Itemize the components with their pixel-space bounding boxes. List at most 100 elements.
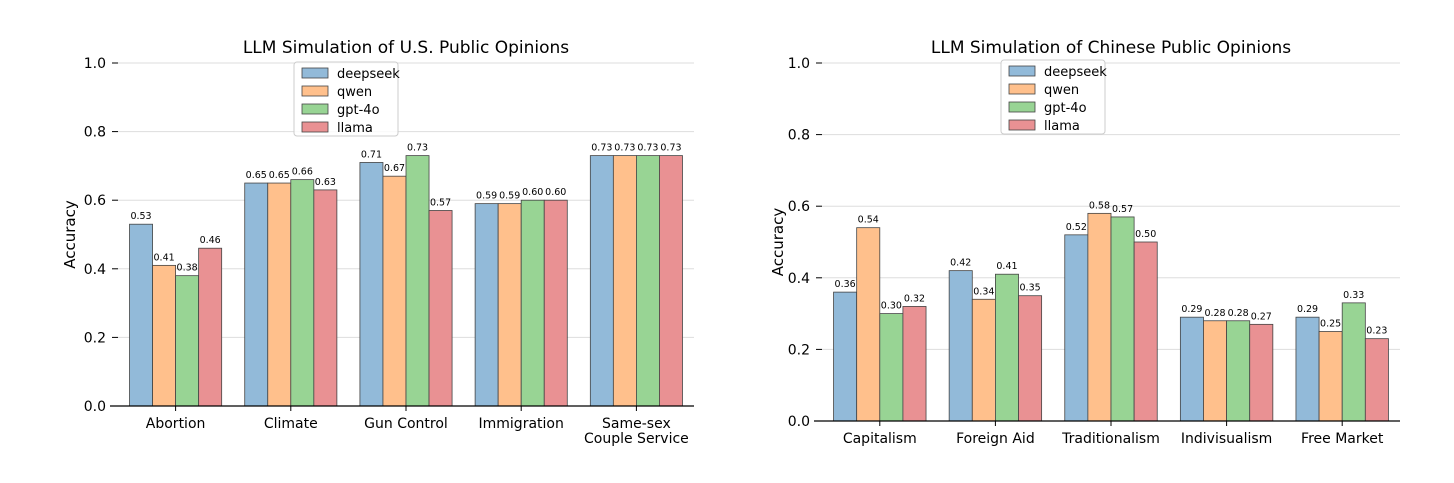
bar-gpt-4o <box>405 155 430 407</box>
bar-gpt-4o <box>879 313 904 422</box>
bar-llama <box>543 199 568 407</box>
data-label: 0.30 <box>881 301 902 312</box>
legend-swatch-deepseek <box>1008 65 1036 77</box>
y-axis-label: Accuracy <box>61 200 79 269</box>
data-label: 0.29 <box>1181 304 1202 315</box>
bar-deepseek <box>244 182 269 407</box>
bar-llama <box>1133 241 1158 422</box>
data-label: 0.53 <box>130 211 151 222</box>
data-label: 0.73 <box>637 143 658 154</box>
bar-llama <box>1364 338 1389 422</box>
legend-label: gpt-4o <box>337 103 380 118</box>
data-label: 0.73 <box>407 143 428 154</box>
x-tick-label: Capitalism <box>843 431 917 447</box>
x-tick-label: Indivisualism <box>1181 431 1272 447</box>
x-tick-label: Same-sex <box>602 416 671 432</box>
legend-label: qwen <box>1044 83 1079 98</box>
bar-llama <box>313 189 338 407</box>
bar-deepseek <box>474 203 499 407</box>
chart-title: LLM Simulation of Chinese Public Opinion… <box>931 38 1291 58</box>
x-tick-label: Couple Service <box>584 431 689 447</box>
legend-label: gpt-4o <box>1044 101 1087 116</box>
bar-deepseek <box>1179 316 1204 422</box>
data-label: 0.65 <box>269 170 290 181</box>
y-tick-label: 0.4 <box>788 271 810 287</box>
bar-deepseek <box>1064 234 1089 422</box>
chart-2: 0.00.20.40.60.81.00.360.420.520.29 0.290.… <box>769 38 1400 447</box>
bar-qwen <box>856 227 881 422</box>
bar-gpt-4o <box>520 199 545 407</box>
bar-qwen <box>971 298 996 422</box>
bar-gpt-4o <box>1110 216 1135 422</box>
data-label: 0.25 <box>1320 319 1341 330</box>
data-label: 0.34 <box>973 286 994 297</box>
bar-deepseek <box>1295 316 1320 422</box>
data-label: 0.41 <box>996 261 1017 272</box>
data-label: 0.57 <box>430 197 451 208</box>
data-label: 0.41 <box>154 252 175 263</box>
y-tick-label: 0.8 <box>84 125 106 141</box>
bar-gpt-4o <box>175 275 200 407</box>
legend: deepseek qwen gpt-4o llama <box>1000 59 1107 135</box>
data-label: 0.71 <box>361 149 382 160</box>
bar-qwen <box>1203 320 1227 422</box>
y-tick-label: 0.8 <box>788 128 810 144</box>
legend-label: deepseek <box>1044 65 1107 80</box>
data-label: 0.58 <box>1089 200 1110 211</box>
y-tick-label: 1.0 <box>788 56 810 72</box>
data-label: 0.27 <box>1251 311 1272 322</box>
data-label: 0.42 <box>950 258 971 269</box>
y-tick-label: 0.2 <box>84 330 106 346</box>
bar-llama <box>659 155 683 407</box>
chart-1: 0.00.20.40.60.81.00.530.650.710.590.730.… <box>61 38 694 447</box>
bar-qwen <box>382 175 407 407</box>
y-axis-label: Accuracy <box>769 208 787 277</box>
legend-label: qwen <box>337 85 372 100</box>
bar-llama <box>1249 323 1274 422</box>
data-label: 0.32 <box>904 293 925 304</box>
x-tick-label: Climate <box>264 416 318 432</box>
data-label: 0.59 <box>476 191 497 202</box>
bar-qwen <box>612 155 637 407</box>
x-tick-label: Abortion <box>146 416 206 432</box>
bar-deepseek <box>359 162 384 407</box>
legend-label: llama <box>337 121 373 136</box>
data-label: 0.33 <box>1343 290 1364 301</box>
bar-qwen <box>267 182 292 407</box>
data-label: 0.29 <box>1297 304 1318 315</box>
data-label: 0.28 <box>1204 308 1225 319</box>
bar-deepseek <box>129 223 153 407</box>
bar-gpt-4o <box>1341 302 1366 422</box>
data-label: 0.67 <box>384 163 405 174</box>
y-tick-label: 1.0 <box>84 56 106 72</box>
data-label: 0.35 <box>1020 283 1041 294</box>
legend-swatch-gpt-4o <box>301 103 329 115</box>
legend-frame <box>1000 59 1106 135</box>
data-label: 0.54 <box>858 215 879 226</box>
bar-qwen <box>1087 212 1112 422</box>
bar-qwen <box>497 203 522 407</box>
y-tick-label: 0.6 <box>788 199 810 215</box>
bar-gpt-4o <box>290 179 315 407</box>
data-label: 0.52 <box>1066 222 1087 233</box>
data-label: 0.66 <box>292 167 313 178</box>
data-label: 0.73 <box>660 143 681 154</box>
legend-swatch-llama <box>1008 119 1036 131</box>
x-tick-label: Immigration <box>479 416 564 432</box>
bar-deepseek <box>948 270 973 422</box>
legend-swatch-qwen <box>1008 83 1036 95</box>
bar-llama <box>1018 295 1043 422</box>
data-label: 0.73 <box>614 143 635 154</box>
legend-swatch-gpt-4o <box>1008 101 1036 113</box>
data-label: 0.57 <box>1112 204 1133 215</box>
bar-deepseek <box>833 291 858 422</box>
bar-deepseek <box>589 155 614 407</box>
y-tick-label: 0.4 <box>84 262 106 278</box>
data-label: 0.73 <box>591 143 612 154</box>
legend-label: llama <box>1044 119 1080 134</box>
data-label: 0.28 <box>1228 308 1249 319</box>
legend-label: deepseek <box>337 67 400 82</box>
bar-qwen <box>152 264 176 407</box>
data-label: 0.50 <box>1135 229 1156 240</box>
